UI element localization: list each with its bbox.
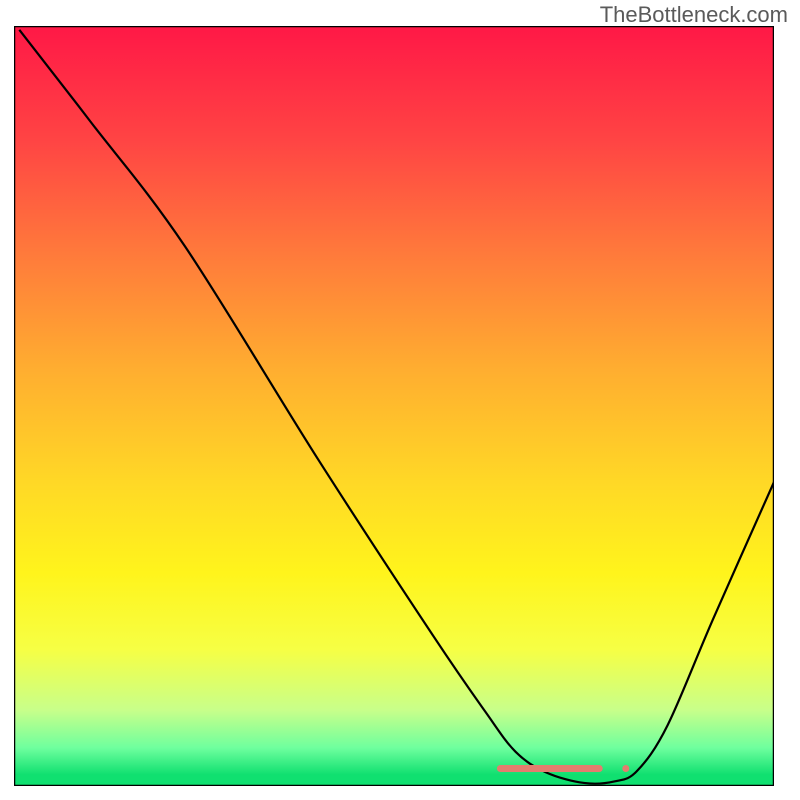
attribution-text: TheBottleneck.com [600,2,788,28]
bottleneck-chart [14,26,774,786]
marker-dot [622,765,629,772]
gradient-background [14,26,774,786]
